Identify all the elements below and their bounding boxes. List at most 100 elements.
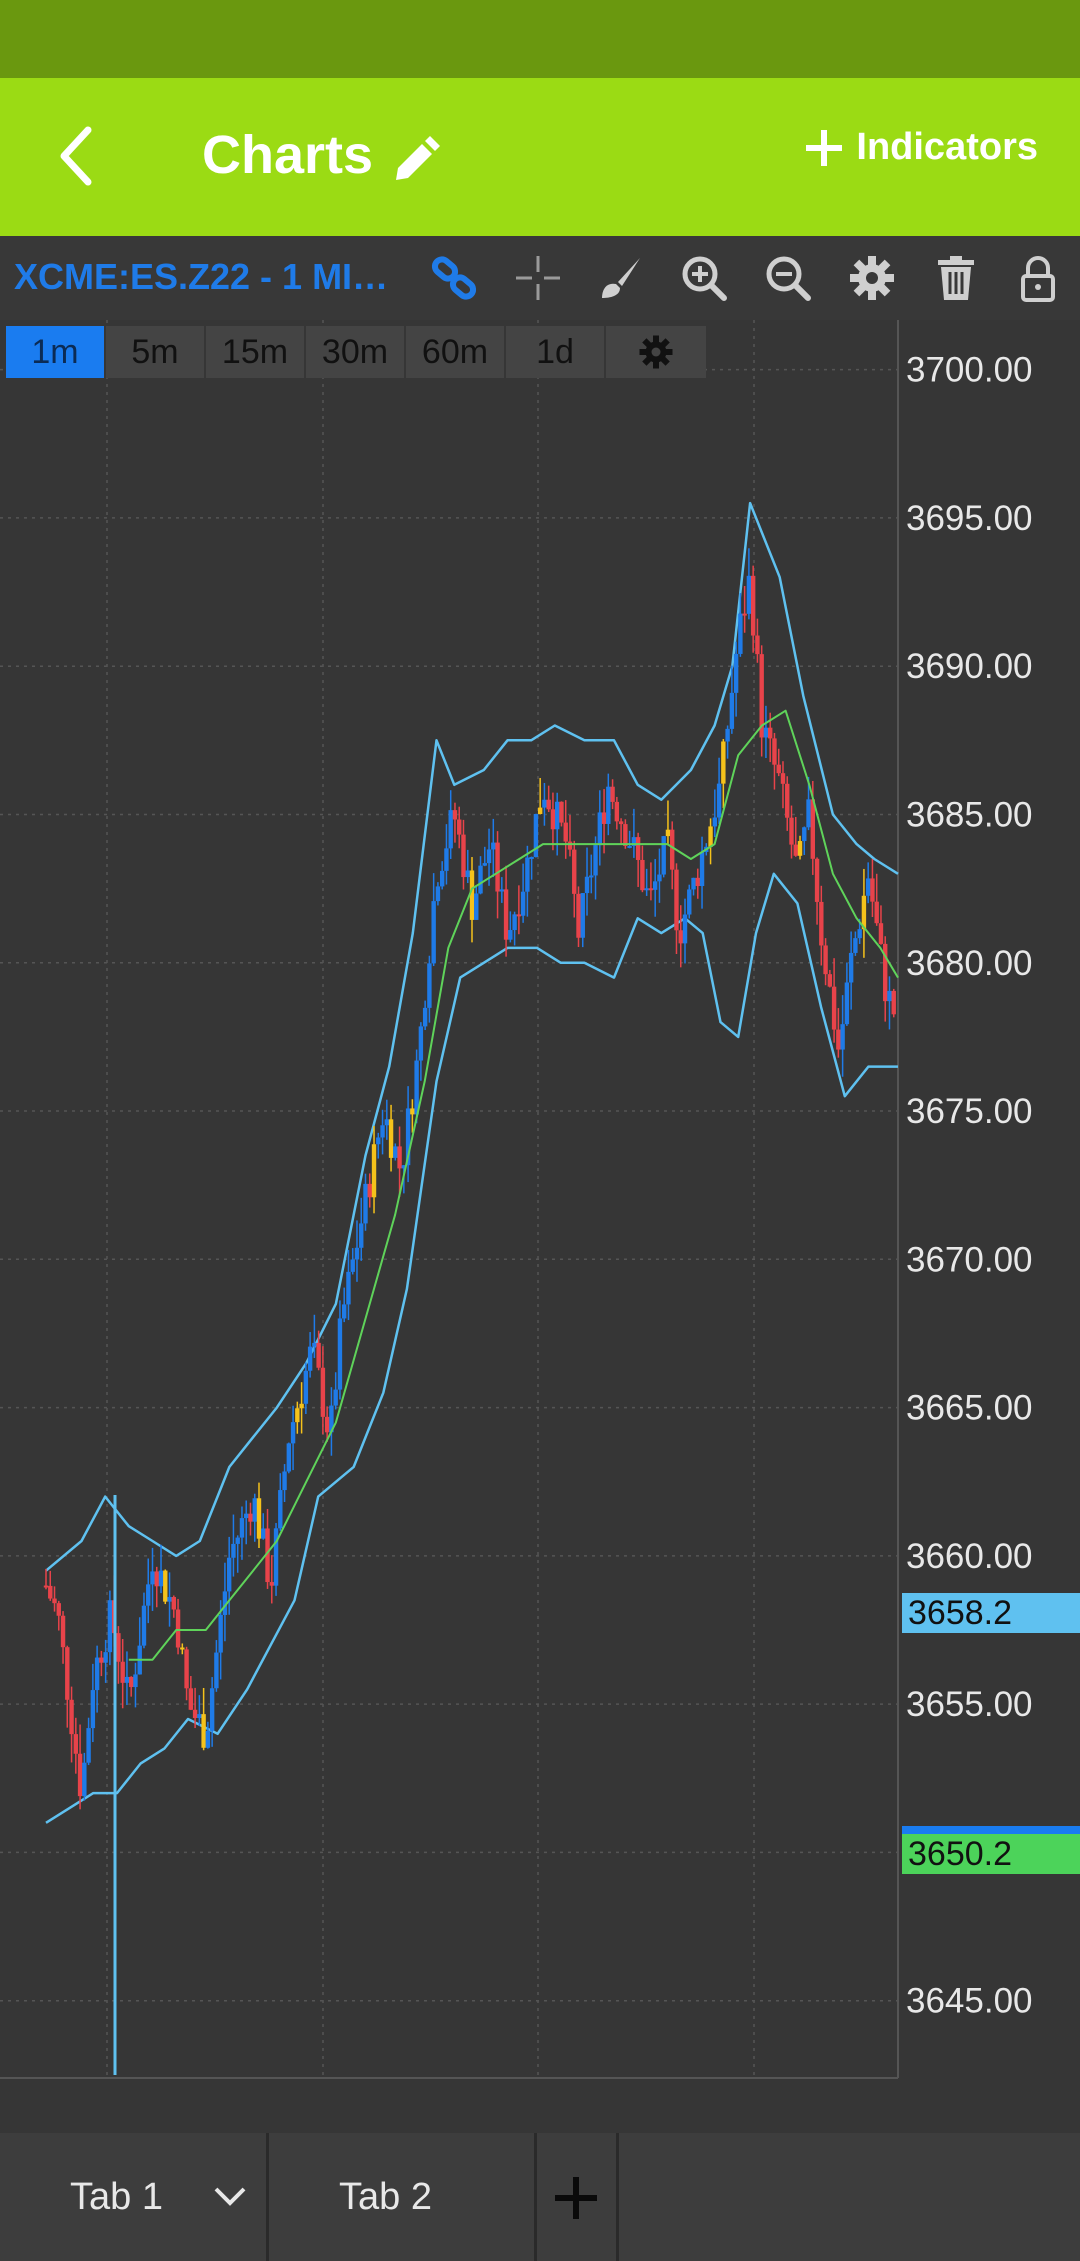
y-tick-label: 3645.00	[906, 1982, 1033, 2021]
timeframe-1m[interactable]: 1m	[6, 326, 106, 378]
close-price-tag: 3650.2	[902, 1834, 1080, 1874]
last-price-tag: 3658.2	[902, 1593, 1080, 1633]
candle-body	[878, 923, 884, 944]
candle-body	[316, 1342, 321, 1368]
candle-body	[346, 1271, 351, 1305]
candle-body	[90, 1690, 96, 1729]
candle-body	[282, 1471, 287, 1491]
candle-body	[891, 990, 896, 1015]
candle-body	[853, 938, 858, 953]
candle-body	[65, 1647, 70, 1700]
candle-body	[133, 1674, 138, 1688]
candle-body	[712, 817, 718, 827]
candle-body	[593, 845, 598, 876]
candle-body	[819, 901, 824, 946]
candle-body	[388, 1119, 394, 1158]
candle-body	[342, 1304, 347, 1319]
tab-divider	[534, 2133, 537, 2261]
candle-body	[435, 886, 441, 902]
candle-body	[644, 888, 649, 891]
candle-body	[452, 810, 458, 820]
pencil-icon[interactable]	[388, 134, 442, 188]
chart-toolbar: XCME:ES.Z22 - 1 MI…	[0, 236, 1080, 320]
brush-icon[interactable]	[596, 254, 644, 302]
candle-body	[797, 841, 803, 856]
lock-icon[interactable]	[1014, 254, 1062, 302]
candle-body	[478, 865, 483, 894]
price-tag-edge	[902, 1826, 1080, 1834]
candle-body	[844, 982, 850, 1025]
symbol-selector[interactable]: XCME:ES.Z22 - 1 MI…	[14, 256, 389, 297]
candle-body	[665, 829, 671, 837]
zoom-out-icon[interactable]	[764, 254, 812, 302]
candle-body	[529, 856, 534, 859]
candle-body	[86, 1728, 91, 1763]
timeframe-30m[interactable]: 30m	[306, 326, 406, 378]
candle-body	[146, 1584, 151, 1606]
candle-body	[486, 849, 492, 864]
timeframe-settings-button[interactable]	[606, 326, 706, 378]
plus-icon	[806, 129, 843, 166]
candle-body	[448, 810, 453, 849]
gear-icon[interactable]	[848, 254, 896, 302]
tab-2[interactable]: Tab 2	[339, 2133, 432, 2261]
candle-body	[235, 1537, 240, 1544]
candle-body	[320, 1367, 326, 1417]
crosshair-icon[interactable]	[514, 254, 562, 302]
candle-body	[802, 827, 807, 842]
candle-body	[103, 1652, 108, 1663]
candle-body	[512, 914, 517, 931]
candle-body	[107, 1600, 113, 1653]
timeframe-60m[interactable]: 60m	[406, 326, 506, 378]
candle-body	[376, 1137, 381, 1145]
candle-body	[840, 1024, 845, 1050]
candle-body	[244, 1513, 249, 1519]
candle-body	[716, 783, 722, 818]
candle-body	[631, 837, 637, 846]
timeframe-5m[interactable]: 5m	[106, 326, 206, 378]
candle-body	[733, 653, 739, 693]
candle-body	[546, 799, 551, 810]
y-tick-label: 3660.00	[906, 1537, 1033, 1576]
indicators-button[interactable]: Indicators	[804, 126, 1038, 169]
candle-body	[290, 1422, 296, 1444]
candle-body	[295, 1408, 300, 1423]
link-icon[interactable]	[430, 254, 478, 302]
candle-body	[572, 849, 577, 894]
candle-body	[763, 727, 769, 738]
candle-body	[542, 799, 547, 808]
page-title: Charts	[202, 125, 374, 185]
timeframe-15m[interactable]: 15m	[206, 326, 306, 378]
candle-body	[261, 1528, 266, 1539]
candle-body	[836, 1029, 841, 1050]
price-chart[interactable]: 3700.00 3695.00 3690.00 3685.00 3680.00 3675.…	[0, 320, 1080, 2080]
candle-body	[772, 738, 777, 765]
candle-body	[682, 914, 688, 944]
candle-body	[461, 834, 466, 878]
zoom-in-icon[interactable]	[680, 254, 728, 302]
candle-body	[248, 1513, 253, 1522]
back-arrow-icon[interactable]	[50, 116, 110, 196]
chevron-down-icon[interactable]	[212, 2183, 248, 2211]
candle-body	[563, 822, 568, 842]
candle-body	[865, 878, 871, 896]
y-tick-label: 3695.00	[906, 499, 1033, 538]
candle-body	[350, 1259, 355, 1272]
trash-icon[interactable]	[932, 254, 980, 302]
candle-body	[755, 635, 760, 655]
candle-body	[427, 963, 432, 1008]
candle-body	[661, 836, 666, 875]
candle-body	[52, 1598, 57, 1604]
candle-body	[150, 1571, 155, 1585]
timeframe-1d[interactable]: 1d	[506, 326, 606, 378]
candle-body	[359, 1223, 364, 1248]
candle-body	[401, 1165, 407, 1169]
candle-body	[768, 727, 773, 739]
candle-body	[831, 986, 837, 1030]
candles	[43, 548, 896, 1810]
candle-body	[499, 889, 505, 892]
candle-body	[810, 799, 815, 859]
tab-1[interactable]: Tab 1	[70, 2133, 163, 2261]
add-tab-button[interactable]	[553, 2175, 599, 2221]
tab-1-label: Tab 1	[70, 2175, 163, 2218]
